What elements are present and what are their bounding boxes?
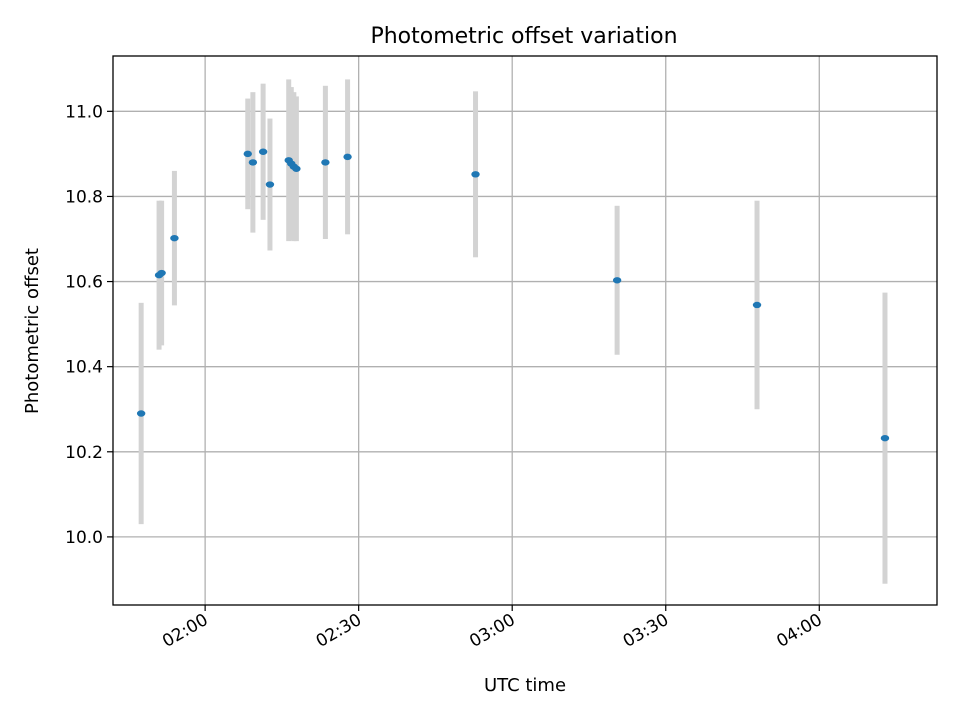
- data-point: [471, 171, 480, 178]
- data-point: [157, 269, 166, 277]
- y-tick-label: 10.6: [65, 273, 103, 293]
- y-tick-label: 10.4: [65, 358, 103, 378]
- x-tick-label: 04:00: [773, 610, 825, 652]
- data-point: [612, 277, 622, 284]
- y-tick-label: 11.0: [65, 102, 103, 122]
- data-point: [258, 148, 268, 155]
- plot-frame: [112, 55, 938, 606]
- x-axis-label: UTC time: [484, 675, 566, 696]
- data-point: [170, 234, 179, 242]
- data-point: [243, 150, 252, 158]
- x-tick-label: 03:30: [620, 610, 672, 652]
- data-point: [136, 410, 146, 417]
- x-axis-ticks: 02:00 02:30 03:00 03:30 04:00: [159, 605, 826, 652]
- x-tick-label: 02:00: [159, 610, 211, 652]
- data-point: [248, 159, 258, 166]
- grid: [113, 56, 937, 605]
- y-axis-label: Photometric offset: [22, 248, 43, 414]
- data-point: [752, 301, 762, 309]
- y-tick-label: 10.0: [65, 528, 103, 548]
- data-points: [136, 148, 890, 442]
- data-point: [880, 434, 890, 442]
- data-point: [265, 181, 275, 188]
- x-tick-label: 03:00: [466, 610, 518, 652]
- y-tick-label: 10.2: [65, 443, 103, 463]
- chart-title: Photometric offset variation: [370, 24, 677, 49]
- y-axis-ticks: 10.0 10.2 10.4 10.6 10.8 11.0: [65, 102, 113, 548]
- data-point: [321, 159, 330, 166]
- data-point: [343, 153, 352, 161]
- y-tick-label: 10.8: [65, 187, 103, 207]
- x-tick-label: 02:30: [313, 610, 365, 652]
- data-point: [292, 165, 301, 172]
